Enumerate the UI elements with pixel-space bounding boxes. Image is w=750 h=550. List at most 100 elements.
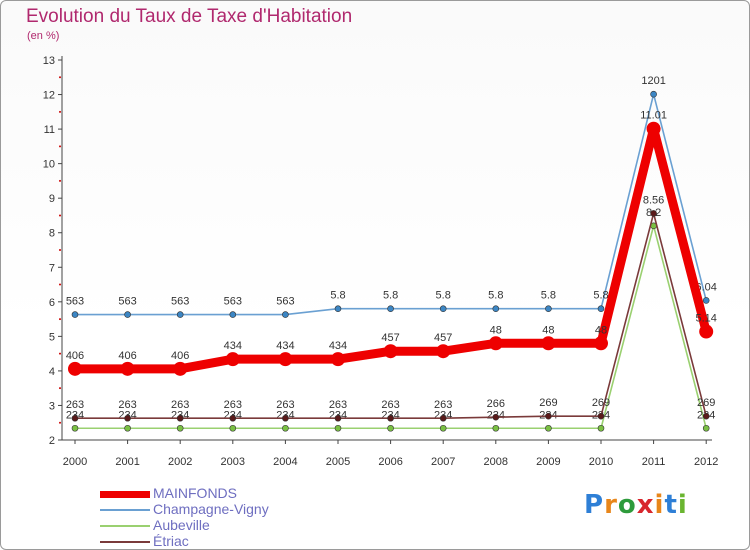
data-point-mainfonds <box>488 336 503 351</box>
y-tick-label: 7 <box>49 262 55 274</box>
y-tick-label: 12 <box>43 90 55 102</box>
logo-letter: i <box>654 490 665 520</box>
legend-swatch-etriac <box>100 541 150 543</box>
data-label--triac: 263 <box>224 399 242 411</box>
data-label-mainfonds: 434 <box>224 340 242 352</box>
x-tick-label: 2002 <box>168 456 192 468</box>
data-point-aubeville <box>439 424 447 432</box>
data-label-mainfonds: 457 <box>381 332 399 344</box>
data-point--triac <box>71 414 79 422</box>
x-tick-label: 2004 <box>273 456 297 468</box>
x-tick-label: 2005 <box>326 456 350 468</box>
x-tick-label: 2011 <box>642 456 666 468</box>
data-label--triac: 263 <box>118 399 136 411</box>
data-label-champagne-vigny: 563 <box>118 296 136 308</box>
data-point-aubeville <box>387 424 394 432</box>
proxiti-logo: Proxiti <box>584 490 688 520</box>
data-point-champagne-vigny <box>124 311 131 318</box>
data-point--triac <box>650 210 657 217</box>
legend-label-aubeville: Aubeville <box>153 517 210 533</box>
data-label--triac: 263 <box>66 399 84 411</box>
data-point-aubeville <box>597 424 605 432</box>
x-tick-label: 2010 <box>589 456 613 468</box>
data-point-aubeville <box>176 424 184 432</box>
data-point--triac <box>124 414 131 422</box>
data-point-mainfonds <box>383 344 398 359</box>
data-point-mainfonds <box>68 361 82 376</box>
data-point-champagne-vigny <box>439 305 447 313</box>
data-label-champagne-vigny: 5.8 <box>383 290 398 302</box>
y-minor-tick <box>59 387 61 390</box>
logo-letter: r <box>604 490 618 520</box>
data-label-mainfonds: 406 <box>171 350 189 362</box>
data-point-mainfonds <box>225 352 240 367</box>
y-minor-tick <box>59 318 61 321</box>
data-label-champagne-vigny: 5.8 <box>541 290 556 302</box>
data-point-champagne-vigny <box>702 297 710 304</box>
data-label-champagne-vigny: 5.8 <box>488 290 503 302</box>
data-point--triac <box>176 414 184 422</box>
data-label-mainfonds: 48 <box>595 324 607 336</box>
legend-swatch-champagne-vigny <box>100 509 150 511</box>
y-minor-tick <box>59 249 61 251</box>
y-tick-label: 3 <box>49 400 55 412</box>
data-point--triac <box>387 414 394 422</box>
legend-swatch-aubeville <box>100 525 150 527</box>
data-point-mainfonds <box>646 121 661 136</box>
legend-swatch-mainfonds <box>100 491 150 498</box>
chart-subtitle: (en %) <box>27 30 60 42</box>
data-point-champagne-vigny <box>387 305 394 313</box>
x-tick-label: 2003 <box>221 456 245 468</box>
x-tick-label: 2000 <box>63 456 87 468</box>
data-label-mainfonds: 11.01 <box>640 110 667 122</box>
data-label--triac: 263 <box>276 399 294 411</box>
data-label-champagne-vigny: 563 <box>66 296 84 308</box>
data-label--triac: 266 <box>487 398 505 410</box>
y-minor-tick <box>59 421 61 424</box>
data-point-champagne-vigny <box>229 311 237 318</box>
y-minor-tick <box>59 145 61 148</box>
data-label-champagne-vigny: 5.8 <box>593 290 608 302</box>
data-point-champagne-vigny <box>492 305 500 313</box>
y-minor-tick <box>59 283 61 286</box>
y-tick-label: 11 <box>44 124 55 136</box>
logo-letter: o <box>617 490 637 520</box>
y-minor-tick <box>59 110 61 113</box>
data-label--triac: 263 <box>171 399 189 411</box>
data-point-mainfonds <box>331 352 345 367</box>
data-point-champagne-vigny <box>334 305 342 313</box>
data-point--triac <box>702 412 710 420</box>
data-label-mainfonds: 48 <box>542 324 554 336</box>
data-point--triac <box>282 414 289 422</box>
data-point--triac <box>545 412 552 420</box>
data-label-mainfonds: 406 <box>66 350 84 362</box>
data-point-champagne-vigny <box>282 311 289 318</box>
data-point--triac <box>439 414 447 422</box>
x-tick-label: 2006 <box>378 456 402 468</box>
logo-letter: t <box>664 490 678 520</box>
data-point-mainfonds <box>278 352 293 367</box>
data-label-mainfonds: 48 <box>490 324 502 336</box>
y-tick-label: 4 <box>49 366 55 378</box>
data-point-mainfonds <box>699 324 714 339</box>
x-tick-label: 2012 <box>694 456 718 468</box>
data-label-mainfonds: 457 <box>434 332 452 344</box>
data-point-champagne-vigny <box>545 305 552 313</box>
y-minor-tick <box>59 214 61 217</box>
data-point-mainfonds <box>173 361 188 376</box>
y-tick-label: 10 <box>43 159 55 171</box>
data-point-aubeville <box>492 424 500 432</box>
data-point-aubeville <box>702 424 710 432</box>
data-label--triac: 269 <box>539 397 557 409</box>
y-minor-tick <box>59 179 61 182</box>
logo-letter: x <box>636 490 655 520</box>
data-point-mainfonds <box>436 344 451 359</box>
data-point-aubeville <box>124 424 131 432</box>
data-point-mainfonds <box>120 361 135 376</box>
data-point--triac <box>229 414 237 422</box>
data-point--triac <box>597 412 605 420</box>
data-point-champagne-vigny <box>71 311 79 318</box>
data-label-mainfonds: 5.14 <box>695 313 716 325</box>
data-label-champagne-vigny: 563 <box>171 296 189 308</box>
